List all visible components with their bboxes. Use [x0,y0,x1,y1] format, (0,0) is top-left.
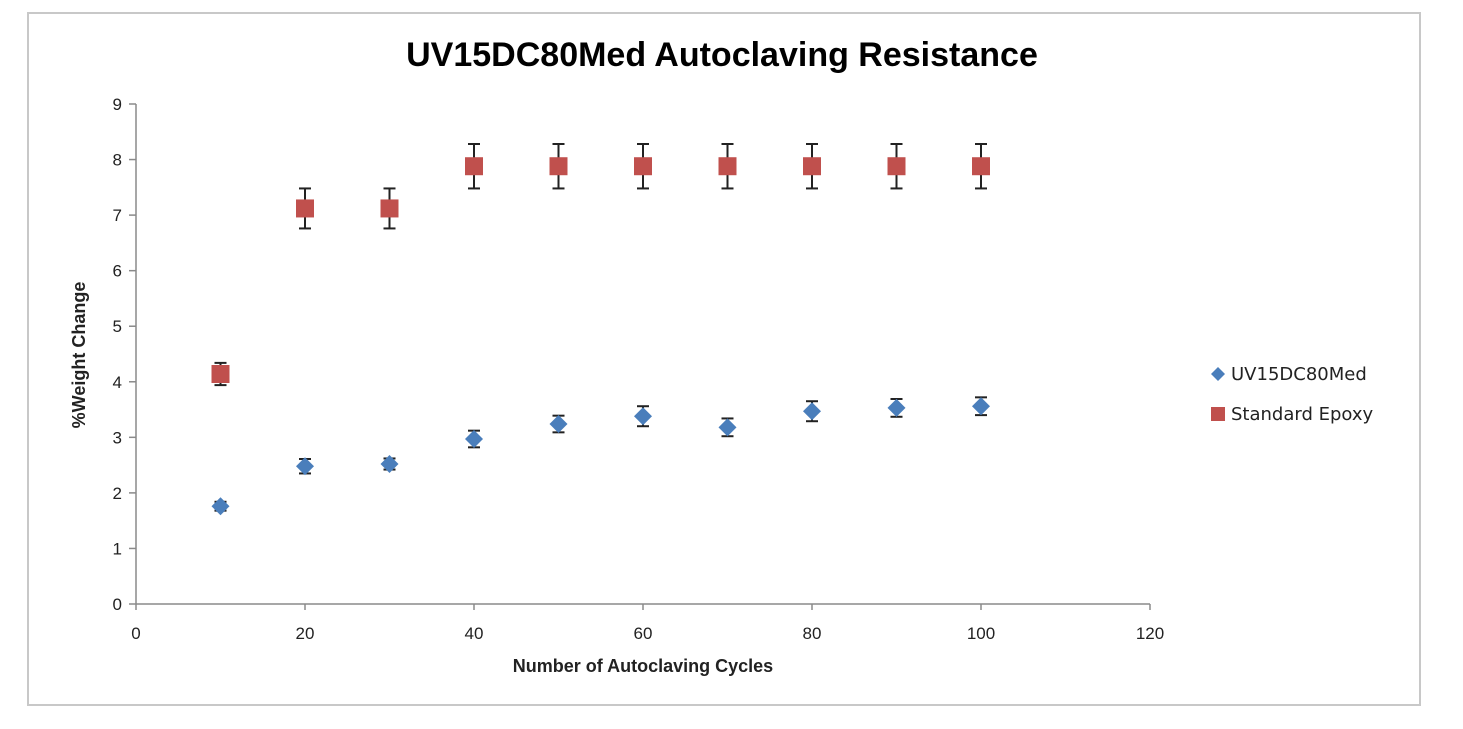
series-uv15dc80med [211,396,990,516]
data-point [972,157,990,176]
data-point [803,402,821,421]
data-point [465,157,483,176]
y-tick-label: 0 [113,595,122,614]
data-point [296,199,314,218]
y-tick-label: 7 [113,206,122,225]
y-axis-title: %Weight Change [69,282,89,429]
x-tick-label: 80 [803,624,822,643]
x-tick-label: 120 [1136,624,1164,643]
data-point [296,457,314,476]
legend: UV15DC80Med Standard Epoxy [1211,364,1374,425]
data-point [718,157,737,176]
data-point [803,157,821,176]
data-point [465,430,483,448]
data-point [718,418,737,437]
data-point [380,455,399,473]
x-tick-label: 0 [131,624,140,643]
x-tick-label: 20 [296,624,315,643]
data-point [634,407,652,426]
data-point [549,157,568,176]
y-tick-label: 4 [113,373,122,392]
x-axis-title: Number of Autoclaving Cycles [513,656,773,676]
x-axis-ticks: 0 20 40 60 80 100 120 [131,604,1164,643]
chart-title: UV15DC80Med Autoclaving Resistance [406,36,1038,74]
data-point [211,365,230,383]
y-tick-label: 1 [113,539,122,558]
y-tick-label: 3 [113,428,122,447]
data-point [549,415,568,433]
data-point [380,199,399,218]
x-tick-label: 60 [634,624,653,643]
legend-marker-diamond [1211,367,1225,381]
chart-frame [27,12,1421,706]
data-point [211,497,230,516]
legend-label: UV15DC80Med [1231,364,1367,385]
legend-label: Standard Epoxy [1231,404,1374,425]
x-tick-label: 40 [465,624,484,643]
series-standard-epoxy [211,143,990,387]
y-tick-label: 5 [113,317,122,336]
y-tick-label: 6 [113,262,122,281]
data-point [972,397,990,416]
data-point [634,157,652,176]
y-axis-ticks: 0 1 2 3 4 5 6 7 8 9 [113,95,136,614]
y-tick-label: 9 [113,95,122,114]
x-tick-label: 100 [967,624,995,643]
data-point [887,398,906,417]
y-tick-label: 8 [113,151,122,170]
data-point [887,157,906,176]
y-tick-label: 2 [113,484,122,503]
legend-marker-square [1211,407,1225,421]
series-layer [211,143,990,516]
